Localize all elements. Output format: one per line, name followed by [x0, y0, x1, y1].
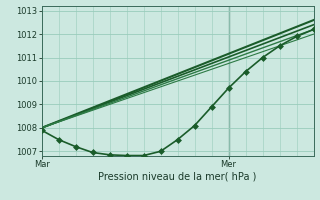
X-axis label: Pression niveau de la mer( hPa ): Pression niveau de la mer( hPa ) [99, 172, 257, 182]
